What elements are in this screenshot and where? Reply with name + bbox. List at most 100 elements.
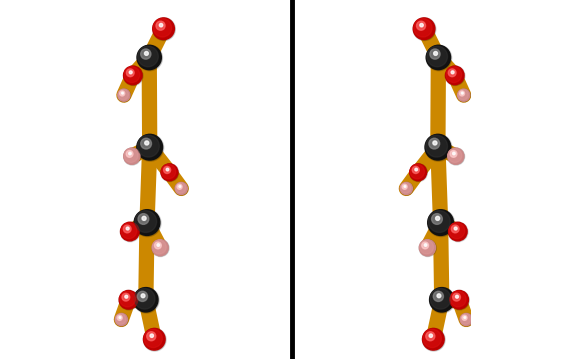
Circle shape: [460, 313, 473, 326]
Circle shape: [159, 23, 163, 27]
Circle shape: [449, 222, 468, 242]
Circle shape: [137, 45, 162, 71]
Circle shape: [414, 19, 432, 37]
Circle shape: [138, 214, 149, 224]
Circle shape: [429, 334, 433, 337]
Circle shape: [453, 293, 460, 301]
Circle shape: [153, 18, 175, 39]
Circle shape: [117, 315, 122, 320]
Circle shape: [404, 186, 406, 187]
Circle shape: [457, 89, 470, 102]
Circle shape: [155, 242, 161, 249]
Circle shape: [422, 328, 444, 350]
Circle shape: [144, 329, 162, 348]
Circle shape: [461, 92, 463, 94]
Circle shape: [458, 89, 470, 101]
Circle shape: [161, 164, 176, 179]
Circle shape: [145, 141, 149, 145]
Circle shape: [179, 186, 181, 187]
Circle shape: [434, 51, 437, 55]
Circle shape: [164, 167, 171, 173]
Circle shape: [157, 244, 159, 246]
Circle shape: [460, 314, 471, 324]
Circle shape: [177, 184, 182, 189]
Circle shape: [134, 289, 155, 309]
Circle shape: [450, 291, 466, 307]
Circle shape: [423, 329, 442, 348]
Circle shape: [124, 67, 140, 83]
Circle shape: [122, 293, 130, 301]
Circle shape: [400, 182, 412, 195]
Circle shape: [124, 148, 140, 164]
Circle shape: [121, 92, 123, 94]
Circle shape: [422, 242, 429, 249]
Circle shape: [134, 210, 160, 236]
Circle shape: [129, 71, 132, 74]
Circle shape: [420, 23, 423, 27]
Circle shape: [120, 291, 135, 307]
Circle shape: [134, 288, 158, 312]
Circle shape: [156, 21, 165, 30]
Circle shape: [176, 183, 186, 193]
Circle shape: [446, 66, 464, 85]
Circle shape: [426, 332, 435, 341]
Circle shape: [134, 210, 161, 237]
Circle shape: [153, 19, 172, 37]
Circle shape: [432, 214, 442, 224]
Circle shape: [116, 314, 126, 324]
Circle shape: [118, 89, 128, 100]
Circle shape: [175, 182, 187, 195]
Circle shape: [425, 134, 452, 161]
Circle shape: [412, 167, 419, 173]
Circle shape: [137, 134, 164, 161]
Circle shape: [144, 51, 148, 55]
Circle shape: [144, 328, 165, 350]
Circle shape: [141, 138, 151, 149]
Circle shape: [410, 164, 426, 181]
Circle shape: [115, 313, 127, 326]
Circle shape: [121, 223, 137, 239]
Circle shape: [124, 66, 142, 85]
Circle shape: [454, 227, 457, 230]
Circle shape: [429, 288, 455, 313]
Circle shape: [137, 45, 161, 70]
Circle shape: [115, 313, 128, 326]
Circle shape: [118, 89, 130, 101]
Circle shape: [161, 164, 179, 182]
Circle shape: [430, 288, 454, 312]
Circle shape: [430, 49, 440, 59]
Circle shape: [120, 222, 139, 241]
Circle shape: [141, 294, 145, 298]
Circle shape: [446, 66, 465, 85]
Circle shape: [126, 227, 129, 230]
Circle shape: [141, 49, 151, 59]
Circle shape: [426, 135, 447, 157]
Circle shape: [430, 289, 451, 309]
Circle shape: [120, 91, 125, 96]
Circle shape: [449, 223, 465, 239]
Circle shape: [420, 240, 433, 254]
Circle shape: [124, 149, 138, 162]
Circle shape: [426, 45, 450, 70]
Circle shape: [150, 334, 154, 337]
Circle shape: [120, 222, 140, 242]
Circle shape: [147, 332, 156, 341]
Circle shape: [126, 150, 133, 157]
Circle shape: [152, 239, 169, 257]
Circle shape: [137, 134, 162, 160]
Circle shape: [119, 290, 138, 310]
Circle shape: [427, 210, 454, 237]
Circle shape: [413, 18, 436, 41]
Circle shape: [119, 317, 121, 318]
Circle shape: [413, 18, 435, 39]
Circle shape: [450, 290, 468, 309]
Circle shape: [123, 225, 131, 233]
Circle shape: [427, 46, 447, 67]
Circle shape: [433, 141, 437, 145]
Circle shape: [458, 89, 468, 100]
Circle shape: [175, 182, 188, 195]
Circle shape: [424, 244, 427, 246]
Circle shape: [451, 225, 459, 233]
Circle shape: [429, 138, 440, 149]
Circle shape: [425, 134, 451, 160]
